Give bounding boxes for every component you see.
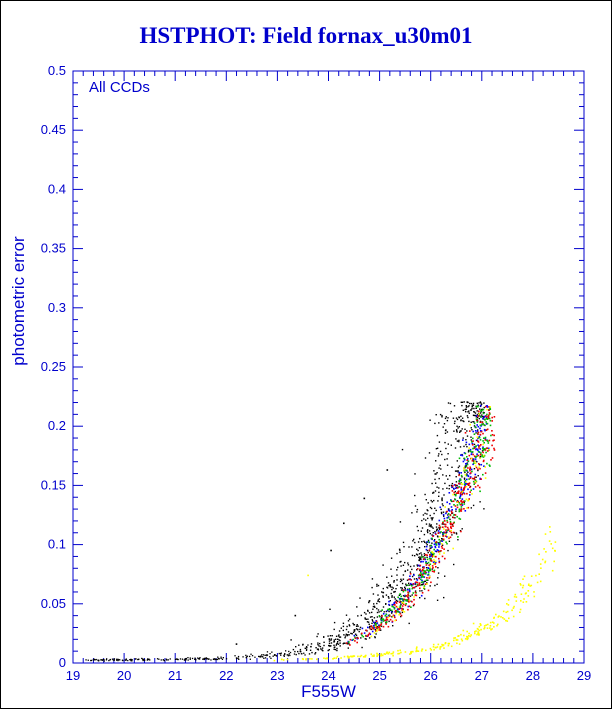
x-tick-label: 24 [321,668,335,683]
ccd-annotation: All CCDs [89,79,150,96]
x-tick-label: 26 [423,668,437,683]
x-tick-label: 29 [577,668,591,683]
y-tick-labels: 0 0.05 0.1 0.15 0.2 0.25 0.3 0.35 0.4 0.45 0.5 [41,63,66,670]
x-tick-label: 23 [270,668,284,683]
x-tick-label: 20 [117,668,131,683]
y-tick-label: 0.1 [48,537,66,552]
x-tick-label: 28 [526,668,540,683]
x-tick-label: 19 [66,668,80,683]
x-tick-label: 22 [219,668,233,683]
y-tick-label: 0 [59,655,66,670]
y-tick-label: 0.3 [48,300,66,315]
scatter-points [85,401,557,662]
plot-frame [72,70,585,664]
outlier-point [307,574,309,577]
series-yellow-main [370,406,491,638]
x-tick-labels: 19 20 21 22 23 24 25 26 27 28 29 [66,668,591,683]
y-tick-label: 0.05 [41,596,66,611]
x-tick-label: 27 [475,668,489,683]
series-black-bright [85,644,309,662]
series-ccd-green [348,405,492,643]
outlier-point [294,614,297,617]
y-tick-label: 0.25 [41,359,66,374]
series-yellow-shallow [273,526,557,662]
x-axis-label: F555W [301,682,356,701]
axis-ticks [72,70,585,664]
y-tick-label: 0.5 [48,63,66,78]
outlier-point [363,497,366,500]
y-tick-label: 0.4 [48,181,66,196]
y-tick-label: 0.2 [48,418,66,433]
outlier-point [343,522,345,525]
series-ccd-blue [347,404,490,643]
series-ccd-red [345,405,496,646]
outlier-point [330,549,332,552]
y-tick-label: 0.15 [41,477,66,492]
outlier-point [386,469,389,471]
y-tick-label: 0.45 [41,122,66,137]
y-tick-label: 0.35 [41,241,66,256]
x-tick-label: 21 [168,668,182,683]
x-tick-label: 25 [372,668,386,683]
outlier-point [235,643,238,645]
chart-title: HSTPHOT: Field fornax_u30m01 [139,23,473,48]
